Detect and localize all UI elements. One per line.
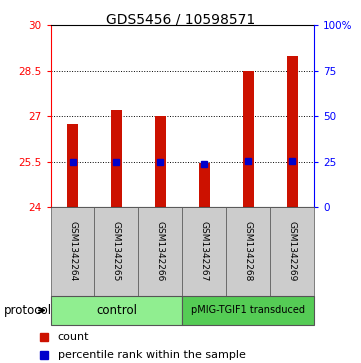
Text: GSM1342269: GSM1342269 <box>288 221 297 282</box>
Bar <box>226 207 270 296</box>
Text: GDS5456 / 10598571: GDS5456 / 10598571 <box>106 13 255 27</box>
Text: pMIG-TGIF1 transduced: pMIG-TGIF1 transduced <box>191 305 305 315</box>
Bar <box>95 207 138 296</box>
Bar <box>270 207 314 296</box>
Text: protocol: protocol <box>4 304 52 317</box>
Bar <box>199 163 210 207</box>
Text: count: count <box>58 332 89 342</box>
Bar <box>111 110 122 207</box>
Bar <box>287 56 297 207</box>
Bar <box>155 116 166 207</box>
Bar <box>243 71 254 207</box>
Bar <box>182 207 226 296</box>
Bar <box>51 296 182 325</box>
Bar <box>182 296 314 325</box>
Bar <box>51 207 95 296</box>
Text: percentile rank within the sample: percentile rank within the sample <box>58 350 246 360</box>
Bar <box>138 207 182 296</box>
Text: control: control <box>96 304 137 317</box>
Text: GSM1342268: GSM1342268 <box>244 221 253 282</box>
Text: GSM1342266: GSM1342266 <box>156 221 165 282</box>
Text: GSM1342267: GSM1342267 <box>200 221 209 282</box>
Text: GSM1342264: GSM1342264 <box>68 221 77 281</box>
Bar <box>67 124 78 207</box>
Text: GSM1342265: GSM1342265 <box>112 221 121 282</box>
